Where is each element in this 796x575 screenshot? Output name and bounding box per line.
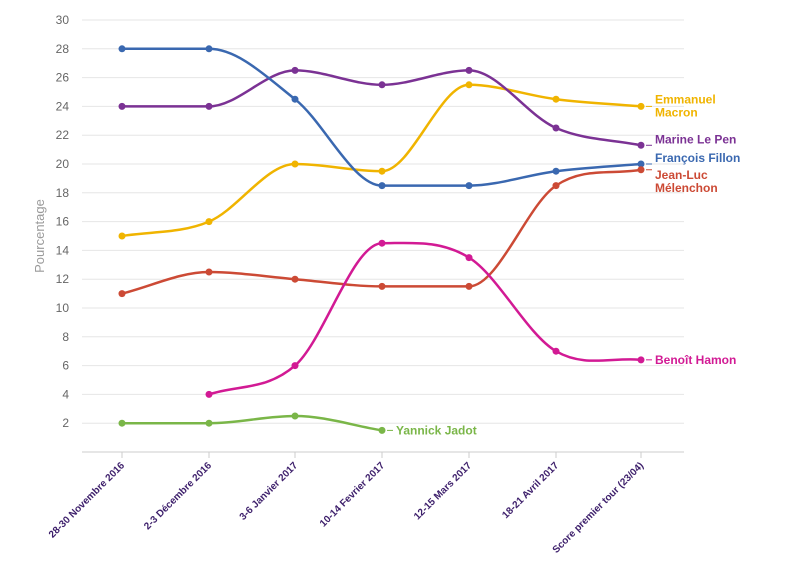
data-point <box>552 124 560 132</box>
x-axis-ticks: 28-30 Novembre 2016 2-3 Décembre 2016 3-6 … <box>47 452 646 556</box>
data-point <box>118 419 126 427</box>
data-point <box>291 160 299 168</box>
data-point <box>552 167 560 175</box>
series-label: Benoît Hamon <box>655 353 736 367</box>
y-tick-label: 30 <box>56 13 70 27</box>
data-point <box>637 160 645 168</box>
data-point <box>465 254 473 262</box>
data-point <box>637 356 645 364</box>
data-point <box>205 45 213 53</box>
y-tick-label: 22 <box>56 128 70 142</box>
data-point <box>291 362 299 370</box>
series-group <box>118 45 645 434</box>
data-point <box>118 290 126 298</box>
y-tick-label: 24 <box>56 99 70 113</box>
series-label: Yannick Jadot <box>396 423 477 437</box>
data-point <box>378 167 386 175</box>
x-tick-label: 18-21 Avril 2017 <box>500 460 561 521</box>
data-point <box>378 239 386 247</box>
data-point <box>378 426 386 434</box>
series-emmanuel-macron <box>118 81 645 240</box>
data-point <box>465 282 473 290</box>
data-point <box>465 182 473 190</box>
data-point <box>291 66 299 74</box>
series-marine-le-pen <box>118 66 645 149</box>
series-label: Jean-Luc <box>655 168 708 182</box>
y-tick-label: 8 <box>62 330 69 344</box>
y-tick-label: 20 <box>56 157 70 171</box>
x-tick-label: 12-15 Mars 2017 <box>412 460 474 522</box>
series-benoit-hamon <box>205 239 645 398</box>
data-point <box>205 419 213 427</box>
data-point <box>291 275 299 283</box>
data-point <box>205 102 213 110</box>
series-line <box>120 414 384 432</box>
data-point <box>378 182 386 190</box>
data-point <box>637 141 645 149</box>
y-tick-label: 12 <box>56 272 70 286</box>
data-point <box>378 81 386 89</box>
data-point <box>465 66 473 74</box>
data-point <box>637 102 645 110</box>
y-tick-label: 28 <box>56 42 70 56</box>
series-label: Marine Le Pen <box>655 132 736 146</box>
y-tick-label: 6 <box>62 359 69 373</box>
series-line <box>120 47 643 187</box>
x-tick-label: 2-3 Décembre 2016 <box>142 460 214 532</box>
series-label: Mélenchon <box>655 181 718 195</box>
x-tick-label: 3-6 Janvier 2017 <box>238 460 301 523</box>
data-point <box>291 95 299 103</box>
series-label: François Fillon <box>655 151 740 165</box>
data-point <box>378 282 386 290</box>
series-yannick-jadot <box>118 412 386 434</box>
data-point <box>637 166 645 174</box>
series-line <box>207 241 643 396</box>
x-tick-label: 10-14 Fevrier 2017 <box>318 460 387 529</box>
data-point <box>205 218 213 226</box>
y-tick-label: 16 <box>56 215 70 229</box>
data-point <box>118 232 126 240</box>
data-point <box>291 412 299 420</box>
y-tick-label: 4 <box>62 387 69 401</box>
data-point <box>552 95 560 103</box>
data-point <box>205 268 213 276</box>
series-jean-luc-melenchon <box>118 166 645 298</box>
x-tick-label: 28-30 Novembre 2016 <box>47 460 127 540</box>
data-point <box>465 81 473 89</box>
data-point <box>205 390 213 398</box>
y-axis-label: Pourcentage <box>32 199 47 273</box>
data-point <box>552 182 560 190</box>
y-tick-label: 14 <box>56 243 70 257</box>
series-label: Emmanuel <box>655 92 716 106</box>
y-tick-label: 2 <box>62 416 69 430</box>
y-tick-label: 18 <box>56 186 70 200</box>
y-tick-label: 10 <box>56 301 70 315</box>
y-tick-label: 26 <box>56 71 70 85</box>
series-label: Macron <box>655 105 698 119</box>
data-point <box>552 347 560 355</box>
x-tick-label: Score premier tour (23/04) <box>551 460 646 555</box>
data-point <box>118 102 126 110</box>
data-point <box>118 45 126 53</box>
series-francois-fillon <box>118 45 645 190</box>
